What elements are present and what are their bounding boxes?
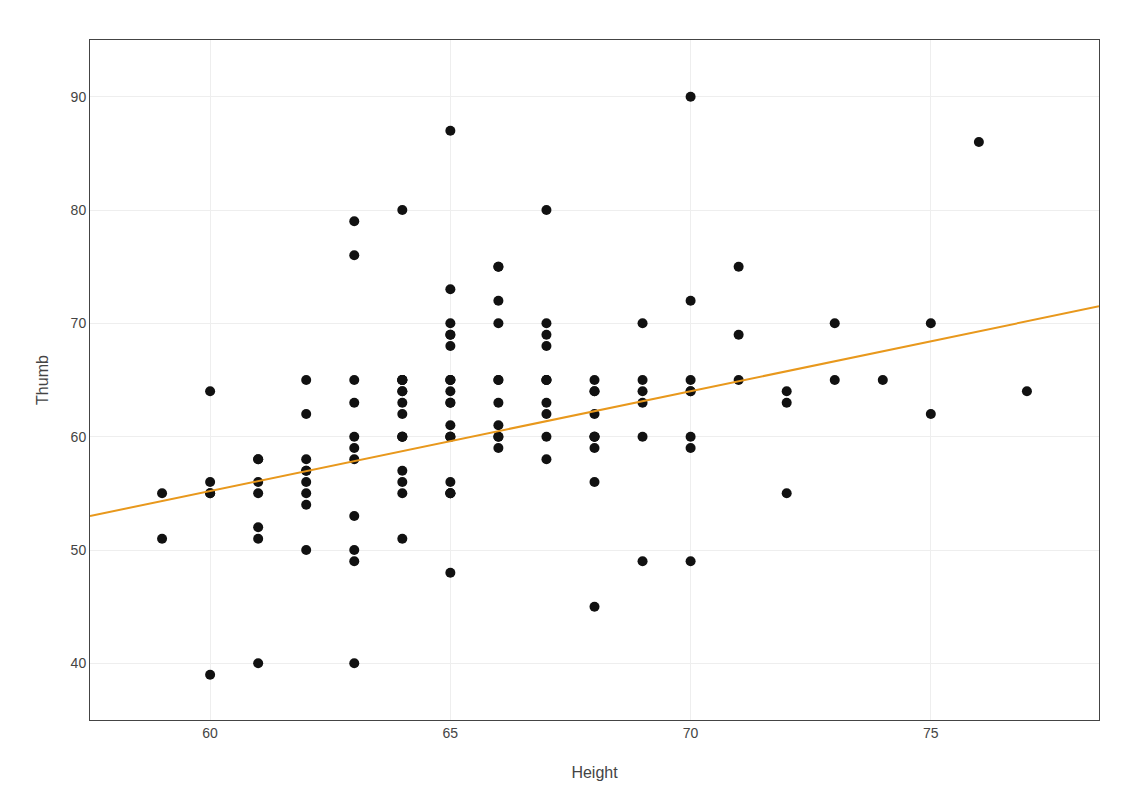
svg-text:Height: Height [571,764,618,781]
svg-text:65: 65 [443,725,459,741]
svg-text:80: 80 [71,202,87,218]
svg-text:70: 70 [71,315,87,331]
svg-text:60: 60 [202,725,218,741]
svg-text:50: 50 [71,542,87,558]
svg-text:70: 70 [683,725,699,741]
svg-text:Thumb: Thumb [34,355,51,405]
svg-text:60: 60 [71,429,87,445]
svg-text:75: 75 [923,725,939,741]
svg-text:90: 90 [71,89,87,105]
svg-text:40: 40 [71,655,87,671]
